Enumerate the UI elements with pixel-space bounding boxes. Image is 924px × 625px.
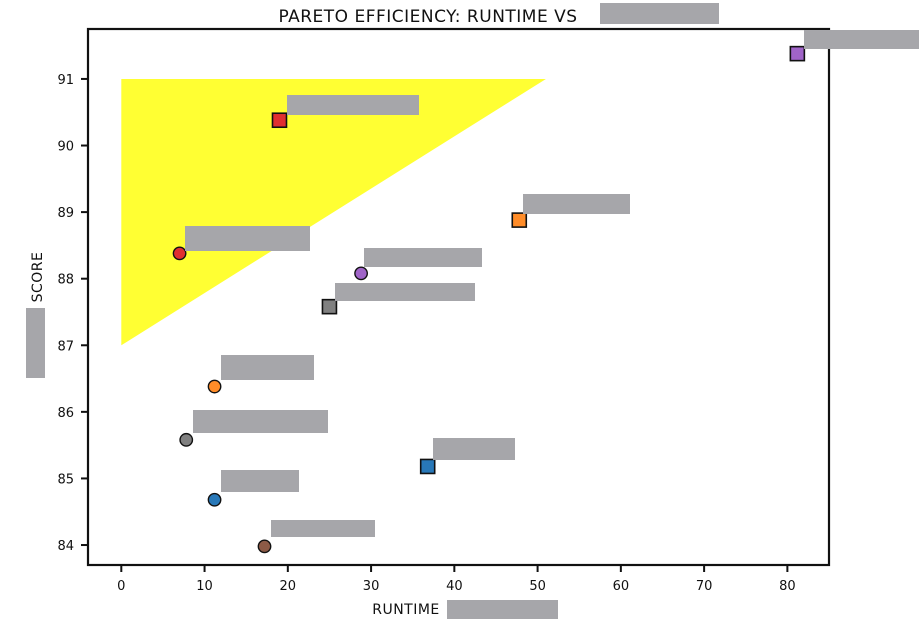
x-tick-label: 60 bbox=[613, 579, 630, 594]
plot-frame bbox=[86, 27, 831, 567]
x-tick-label: 10 bbox=[196, 579, 213, 594]
x-axis-ticks: 0 10 20 30 40 50 60 70 80 bbox=[117, 565, 796, 594]
point-label-redaction bbox=[335, 283, 475, 301]
y-tick-label: 89 bbox=[57, 206, 74, 221]
y-axis-ticks: 84 85 86 87 88 89 90 91 bbox=[57, 73, 88, 554]
data-point-square bbox=[789, 45, 806, 62]
point-label-redaction bbox=[185, 226, 310, 251]
x-tick-label: 30 bbox=[363, 579, 380, 594]
point-label-redaction bbox=[221, 470, 299, 492]
x-tick-label: 50 bbox=[529, 579, 546, 594]
data-point-square bbox=[419, 458, 436, 475]
data-point-circle bbox=[179, 432, 194, 447]
ylabel-redaction bbox=[26, 308, 45, 378]
y-tick-label: 88 bbox=[57, 273, 74, 288]
y-tick-label: 86 bbox=[57, 406, 74, 421]
data-point-circle bbox=[172, 246, 187, 261]
chart-title: PARETO EFFICIENCY: RUNTIME VS bbox=[278, 7, 577, 27]
y-tick-label: 87 bbox=[57, 339, 74, 354]
x-tick-label: 80 bbox=[779, 579, 796, 594]
point-label-redaction bbox=[287, 95, 419, 115]
x-tick-label: 0 bbox=[117, 579, 125, 594]
point-label-redaction bbox=[364, 248, 482, 267]
x-axis-label: RUNTIME bbox=[372, 602, 440, 618]
y-tick-label: 84 bbox=[57, 539, 74, 554]
point-label-redaction bbox=[804, 30, 919, 49]
data-points bbox=[172, 45, 806, 554]
data-point-circle bbox=[207, 492, 222, 507]
y-axis-label: SCORE bbox=[30, 252, 46, 303]
data-point-square bbox=[511, 212, 528, 228]
y-tick-label: 90 bbox=[57, 140, 74, 155]
point-label-redaction bbox=[523, 194, 630, 214]
data-point-square bbox=[321, 298, 338, 315]
y-tick-label: 91 bbox=[57, 73, 74, 88]
point-label-redaction bbox=[193, 410, 328, 433]
xlabel-redaction bbox=[447, 600, 558, 619]
pareto-region bbox=[121, 78, 546, 346]
point-label-redaction bbox=[271, 520, 375, 537]
data-point-circle bbox=[354, 266, 368, 281]
data-point-circle bbox=[257, 539, 272, 554]
data-point-square bbox=[271, 112, 288, 129]
x-tick-label: 20 bbox=[280, 579, 297, 594]
y-tick-label: 85 bbox=[57, 472, 74, 487]
point-label-redaction bbox=[433, 438, 515, 460]
data-point-circle bbox=[207, 379, 222, 394]
title-redaction bbox=[600, 3, 719, 24]
x-tick-label: 70 bbox=[696, 579, 713, 594]
x-tick-label: 40 bbox=[446, 579, 463, 594]
point-label-redaction bbox=[221, 355, 314, 380]
